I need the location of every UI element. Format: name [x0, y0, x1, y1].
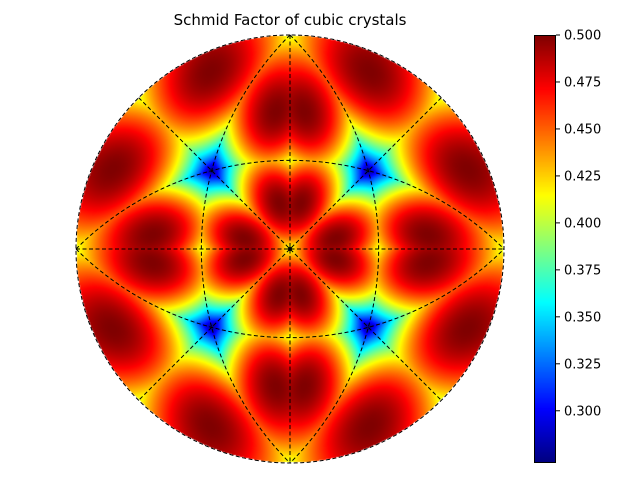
- colorbar-tick-label: 0.450: [564, 122, 601, 137]
- colorbar-tick-label: 0.400: [564, 216, 601, 231]
- colorbar-gradient: [534, 35, 556, 463]
- great-circles: [75, 34, 505, 464]
- colorbar-tick-label: 0.350: [564, 310, 601, 325]
- colorbar-frame: [534, 35, 556, 463]
- chart-title: Schmid Factor of cubic crystals: [173, 11, 407, 29]
- colorbar-tick-label: 0.325: [564, 357, 601, 372]
- colorbar-tick-label: 0.425: [564, 169, 601, 184]
- colorbar-tick-label: 0.475: [564, 75, 601, 90]
- colorbar-tick-label: 0.300: [564, 404, 601, 419]
- colorbar-tick-label: 0.375: [564, 263, 601, 278]
- great-circle-7-1: [75, 248, 505, 339]
- great-circle-8-1: [75, 159, 505, 250]
- colorbar-tick-label: 0.500: [564, 29, 601, 44]
- great-circle-6-1: [289, 34, 380, 464]
- great-circle-5-1: [200, 34, 291, 464]
- center-pole-marker: [288, 247, 292, 251]
